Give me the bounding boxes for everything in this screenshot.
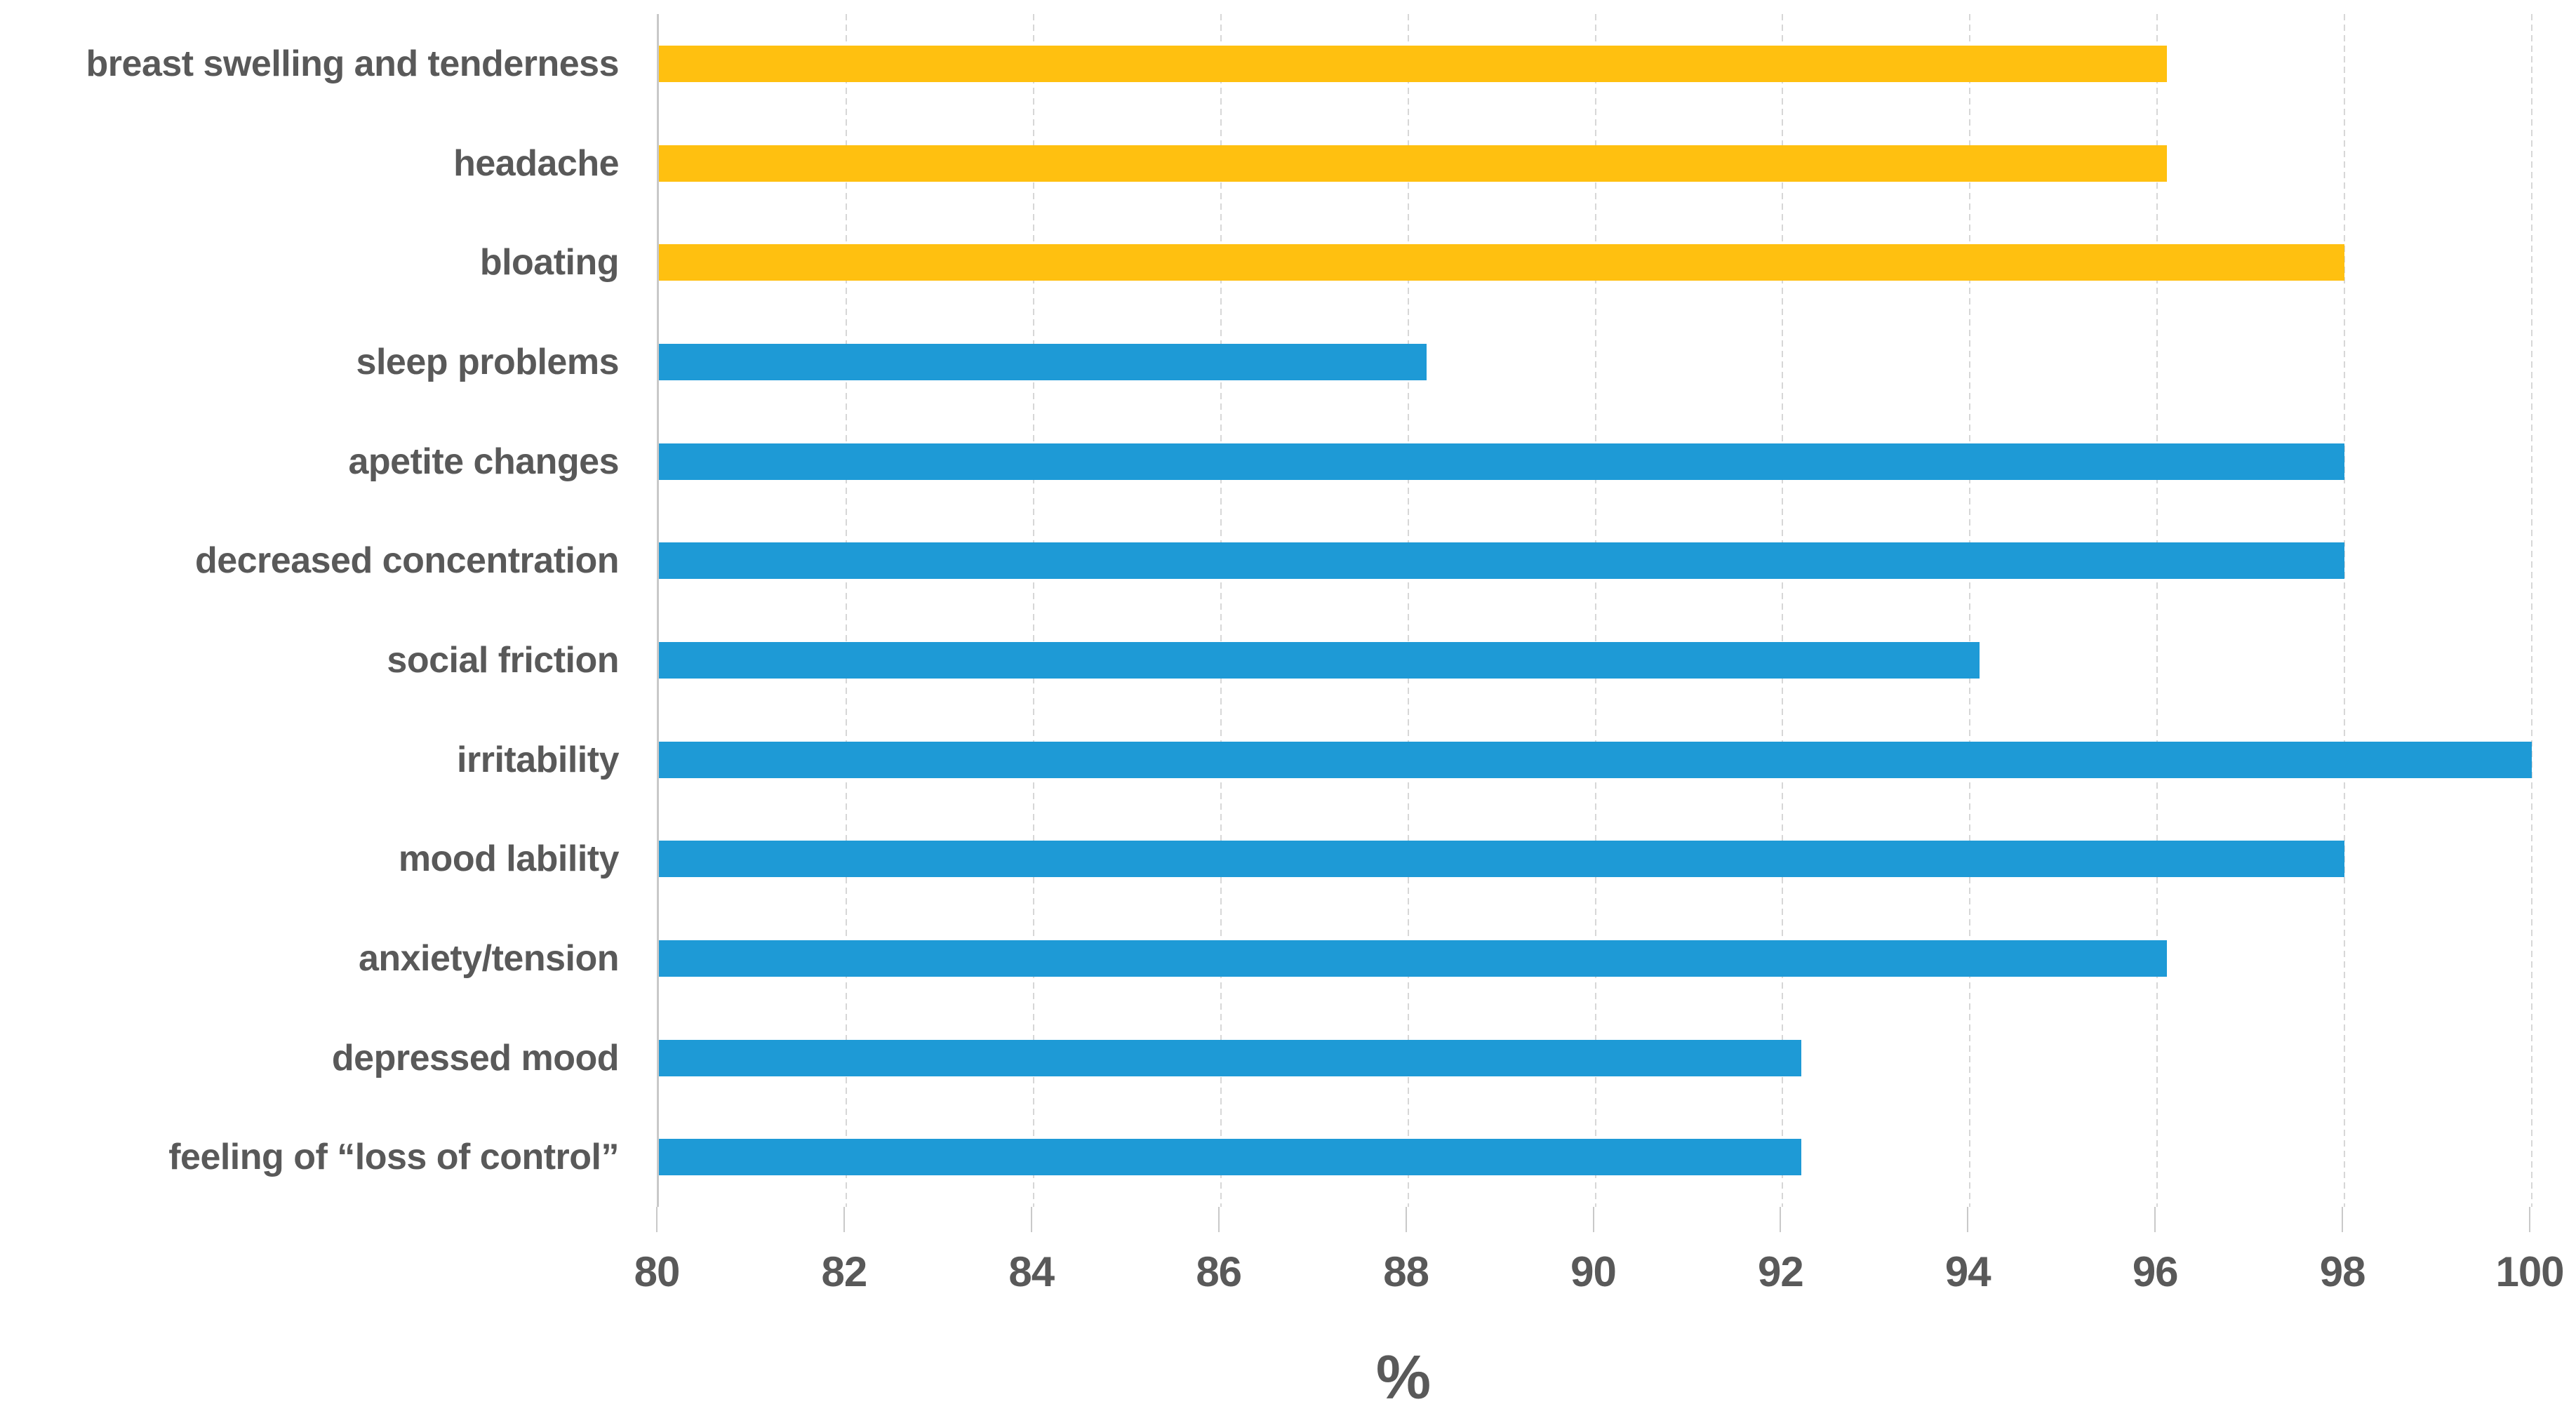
tick-label: 92: [1758, 1248, 1804, 1295]
gridline: [1594, 14, 1596, 1207]
gridline: [845, 14, 847, 1207]
x-axis-title: %: [1375, 1342, 1432, 1412]
gridline: [1782, 14, 1784, 1207]
axis-tick: [1967, 1207, 1969, 1232]
bar-row: [659, 809, 2532, 909]
bar: [659, 542, 2345, 580]
category-label: irritability: [457, 739, 619, 780]
axis-tick: [1030, 1207, 1032, 1232]
category-label: headache: [453, 142, 619, 184]
bar-row: [659, 312, 2532, 412]
axis-tick: [1217, 1207, 1220, 1232]
axis-tick: [656, 1207, 658, 1232]
bar: [659, 45, 2167, 82]
bar-row: [659, 1107, 2532, 1207]
bar: [659, 443, 2345, 480]
category-label: social friction: [387, 639, 619, 681]
bar-row: [659, 710, 2532, 810]
bar-row: [659, 114, 2532, 213]
gridline: [1969, 14, 1971, 1207]
category-label: sleep problems: [356, 341, 620, 382]
tick-label: 84: [1008, 1248, 1055, 1295]
tick-label: 90: [1570, 1248, 1617, 1295]
category-label: breast swelling and tenderness: [86, 43, 620, 84]
category-label: apetite changes: [348, 441, 619, 482]
tick-label: 98: [2319, 1248, 2366, 1295]
axis-tick: [1780, 1207, 1782, 1232]
category-label: anxiety/tension: [358, 937, 620, 979]
tick-label: 94: [1944, 1248, 1991, 1295]
gridline: [1407, 14, 1409, 1207]
tick-label: 82: [821, 1248, 868, 1295]
bar: [659, 244, 2345, 281]
axis-tick: [2529, 1207, 2530, 1232]
gridline: [2156, 14, 2158, 1207]
bar: [659, 940, 2167, 977]
bar-row: [659, 909, 2532, 1008]
plot-area: [657, 14, 2532, 1207]
bar-row: [659, 1008, 2532, 1108]
bar: [659, 1139, 1802, 1176]
bar-row: [659, 412, 2532, 512]
axis-tick: [1405, 1207, 1407, 1232]
category-label: decreased concentration: [194, 540, 620, 582]
category-labels: breast swelling and tenderness headache bl…: [0, 14, 657, 1207]
axis-tick: [2154, 1207, 2156, 1232]
bar: [659, 641, 1980, 679]
tick-label: 80: [634, 1248, 681, 1295]
category-label: depressed mood: [331, 1037, 620, 1078]
category-label: feeling of “loss of control”: [168, 1137, 619, 1178]
gridline: [1032, 14, 1034, 1207]
category-label: mood lability: [398, 839, 620, 880]
axis-tick: [843, 1207, 845, 1232]
bar-row: [659, 14, 2532, 114]
bar-row: [659, 213, 2532, 312]
tick-label: 88: [1383, 1248, 1429, 1295]
gridline: [2531, 14, 2532, 1207]
bar: [659, 343, 1427, 380]
tick-label: 100: [2495, 1248, 2564, 1295]
bar-row: [659, 511, 2532, 610]
tick-label: 86: [1196, 1248, 1242, 1295]
bar: [659, 841, 2345, 878]
gridline: [1220, 14, 1222, 1207]
tick-label: 96: [2132, 1248, 2179, 1295]
bar: [659, 145, 2167, 182]
bar-row: [659, 610, 2532, 710]
bar: [659, 741, 2532, 778]
bar-rows: [659, 14, 2532, 1207]
axis-tick: [2342, 1207, 2344, 1232]
category-label: bloating: [479, 242, 620, 283]
axis-tick: [1592, 1207, 1594, 1232]
gridline: [2344, 14, 2346, 1207]
bar: [659, 1039, 1802, 1076]
